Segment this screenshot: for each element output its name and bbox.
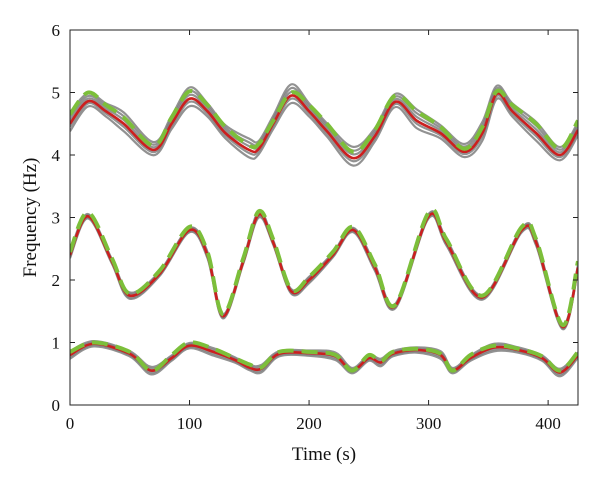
x-tick-label: 200 [296,414,322,433]
x-axis-label: Time (s) [292,444,356,465]
y-tick-label: 6 [52,21,61,40]
x-tick-label: 100 [177,414,203,433]
series-middle-green [70,207,578,328]
y-tick-label: 0 [52,396,61,415]
series-upper-gray-3 [70,97,578,167]
series-upper-red [70,91,578,160]
y-axis-label: Frequency (Hz) [20,158,41,278]
y-tick-label: 1 [52,334,61,353]
series-upper-green [70,88,578,154]
y-tick-label: 5 [52,84,61,103]
series-lower-green [70,340,578,373]
y-tick-label: 2 [52,271,61,290]
y-tick-label: 3 [52,209,61,228]
axes: 0 100 200 300 400 0 1 2 3 4 5 6 [52,21,579,433]
y-tick-label: 4 [52,146,61,165]
x-tick-label: 0 [66,414,75,433]
plot-lines [70,83,578,378]
x-tick-label: 400 [535,414,561,433]
series-lower-gray-3 [70,345,578,378]
x-tick-label: 300 [416,414,442,433]
